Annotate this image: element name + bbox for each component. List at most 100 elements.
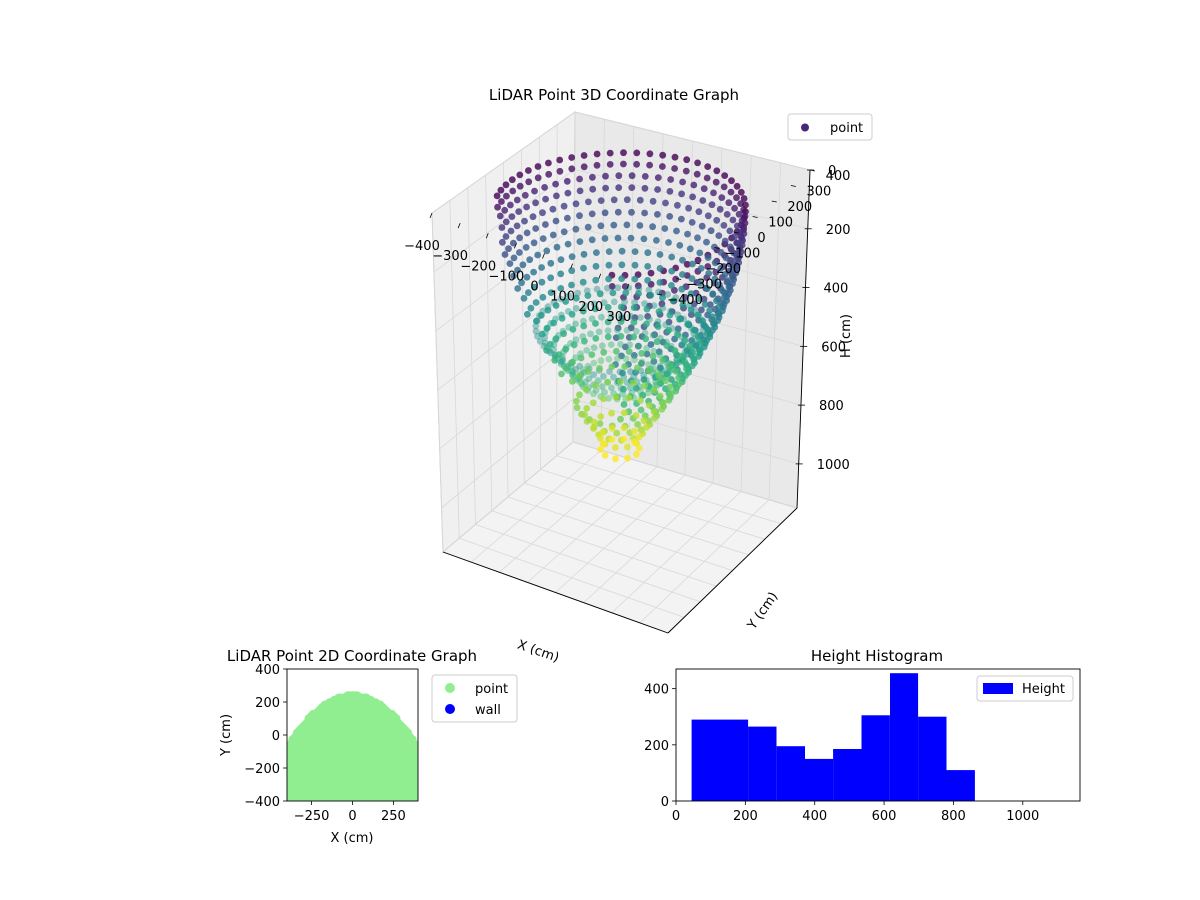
ticks-histogram: 0 200 400 600 800 1000 0 200 400 xyxy=(644,683,1039,824)
point-3d xyxy=(626,384,634,392)
x-tick-label-histogram: 600 xyxy=(872,809,897,824)
point-3d xyxy=(679,301,687,309)
point-3d xyxy=(557,360,565,368)
point-3d xyxy=(640,371,648,379)
point-3d xyxy=(700,185,708,193)
point-3d xyxy=(614,355,621,362)
point-3d xyxy=(576,391,583,399)
x-tick-3d xyxy=(429,212,433,219)
point-3d xyxy=(730,249,738,257)
point-3d xyxy=(588,315,596,323)
point-3d xyxy=(578,380,586,388)
point-3d xyxy=(592,335,600,342)
point-3d xyxy=(671,165,678,172)
point-3d xyxy=(650,386,658,394)
point-3d xyxy=(501,206,509,214)
point-3d xyxy=(573,397,580,405)
point-3d xyxy=(573,404,581,412)
x-tick-3d xyxy=(457,222,461,229)
point-3d xyxy=(668,267,676,275)
grid-line xyxy=(467,187,476,525)
grid-line xyxy=(491,510,717,587)
legend-2d: point wall xyxy=(431,674,518,723)
point-3d xyxy=(674,331,681,339)
point-3d xyxy=(568,281,575,289)
point-3d xyxy=(577,354,585,362)
point-3d xyxy=(581,302,589,310)
point-3d xyxy=(546,340,554,348)
point-3d xyxy=(612,444,619,451)
point-3d xyxy=(510,254,518,262)
point-3d xyxy=(596,364,603,372)
point-3d xyxy=(643,350,651,358)
point-3d xyxy=(712,268,720,276)
point-3d xyxy=(697,265,705,272)
point-3d xyxy=(525,178,533,186)
point-3d xyxy=(720,294,728,301)
point-3d xyxy=(667,390,675,397)
point-3d xyxy=(622,289,630,297)
x-tick-3d xyxy=(626,283,630,290)
y-tick-label-3d: −100 xyxy=(725,247,761,262)
point-3d xyxy=(568,359,576,366)
point-3d xyxy=(634,342,642,350)
point-3d xyxy=(510,239,517,247)
point-3d xyxy=(686,245,694,253)
point-3d xyxy=(599,428,607,436)
point-3d xyxy=(607,341,615,348)
point-3d xyxy=(532,225,540,232)
point-3d xyxy=(662,377,670,385)
point-3d xyxy=(560,228,568,236)
histogram-bar xyxy=(946,770,975,801)
point-3d xyxy=(605,355,613,363)
point-3d xyxy=(598,383,606,391)
point-3d xyxy=(608,424,616,432)
point-3d xyxy=(641,300,648,308)
point-3d xyxy=(635,433,643,441)
point-3d xyxy=(692,342,699,350)
point-3d xyxy=(542,221,549,228)
point-3d xyxy=(545,170,553,178)
point-3d xyxy=(620,160,627,168)
point-3d xyxy=(726,227,734,235)
point-3d xyxy=(575,372,583,380)
point-3d xyxy=(557,358,565,366)
y-tick-3d xyxy=(714,247,720,249)
point-3d xyxy=(698,306,705,314)
point-3d xyxy=(584,368,592,375)
point-3d xyxy=(713,167,721,175)
point-3d xyxy=(692,289,700,297)
point-3d xyxy=(688,311,695,318)
point-3d xyxy=(617,318,625,325)
point-3d xyxy=(510,272,517,280)
point-3d xyxy=(683,365,690,373)
grid-line xyxy=(524,482,749,556)
point-3d xyxy=(726,260,734,268)
point-3d xyxy=(688,275,696,282)
point-3d xyxy=(568,165,576,173)
point-3d xyxy=(514,266,521,274)
point-3d xyxy=(700,295,708,303)
point-3d xyxy=(725,199,733,207)
point-3d xyxy=(618,352,625,360)
grid-line xyxy=(437,283,575,391)
point-3d xyxy=(614,234,622,242)
point-3d xyxy=(656,392,664,400)
y-tick-label-histogram: 400 xyxy=(644,683,669,698)
point-3d xyxy=(497,186,505,194)
point-3d xyxy=(695,295,703,302)
point-3d xyxy=(693,170,701,178)
point-3d xyxy=(723,211,731,218)
point-3d xyxy=(617,340,624,348)
point-3d xyxy=(576,362,584,370)
point-3d xyxy=(593,161,601,169)
legend-3d-marker xyxy=(801,123,809,132)
point-3d xyxy=(650,347,658,355)
point-3d xyxy=(508,213,516,221)
point-3d xyxy=(627,368,634,375)
point-3d xyxy=(689,349,697,356)
point-3d xyxy=(720,222,728,229)
point-3d xyxy=(678,341,686,349)
point-3d xyxy=(605,275,612,283)
point-3d xyxy=(729,273,737,281)
